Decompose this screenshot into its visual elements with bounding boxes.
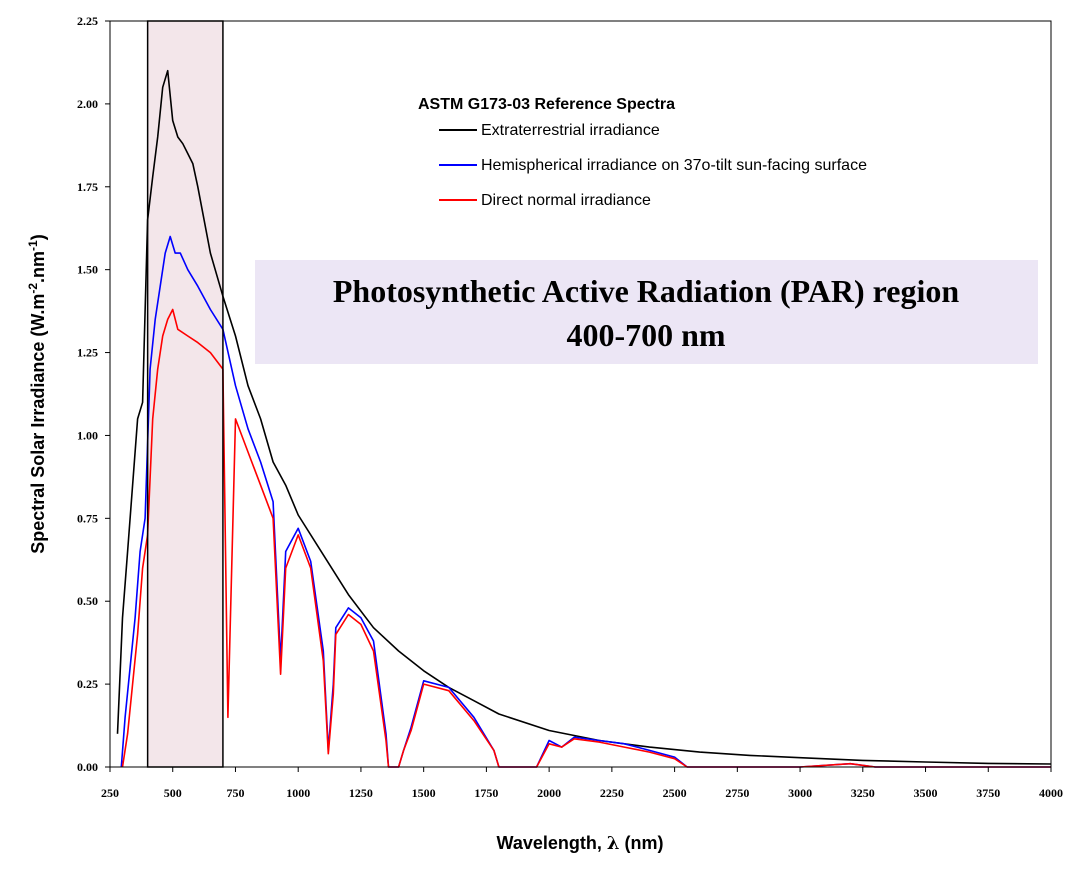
legend-title: ASTM G173-03 Reference Spectra: [418, 96, 675, 113]
series-line-2: [121, 308, 1051, 768]
y-axis-title-sup1: -2: [26, 283, 40, 294]
x-tick-label: 1000: [286, 786, 310, 800]
plot-frame: [109, 20, 1052, 768]
legend-label: Direct normal irradiance: [481, 192, 651, 209]
x-tick-label: 2500: [663, 786, 687, 800]
y-axis-title-sup2: -1: [26, 240, 40, 251]
y-tick-label: 1.25: [77, 346, 98, 360]
x-tick-label: 1500: [412, 786, 436, 800]
x-tick-label: 2000: [537, 786, 561, 800]
x-tick-label: 750: [226, 786, 244, 800]
series-layer: [116, 69, 1052, 768]
x-tick-label: 1750: [474, 786, 498, 800]
y-axis-title-main: Spectral Solar Irradiance (W.m: [28, 294, 48, 554]
legend: ASTM G173-03 Reference Spectra Extraterr…: [418, 96, 867, 209]
x-tick-label: 4000: [1039, 786, 1063, 800]
y-tick-label: 0.00: [77, 760, 98, 774]
y-tick-label: 0.50: [77, 594, 98, 608]
x-tick-label: 2750: [725, 786, 749, 800]
x-tick-label: 2250: [600, 786, 624, 800]
par-banner-line1: Photosynthetic Active Radiation (PAR) re…: [333, 273, 960, 309]
par-banner-line2: 400-700 nm: [566, 317, 725, 353]
legend-label: Hemispherical irradiance on 37o-tilt sun…: [481, 157, 867, 174]
y-tick-label: 1.50: [77, 263, 98, 277]
series-line-0: [116, 69, 1052, 765]
x-tick-label: 1250: [349, 786, 373, 800]
y-tick-label: 2.00: [77, 97, 98, 111]
x-tick-label: 3500: [914, 786, 938, 800]
x-tick-label: 3250: [851, 786, 875, 800]
x-tick-label: 250: [101, 786, 119, 800]
y-tick-label: 0.25: [77, 677, 98, 691]
legend-label: Extraterrestrial irradiance: [481, 122, 660, 139]
x-axis-title-prefix: Wavelength,: [497, 833, 607, 853]
x-tick-label: 3000: [788, 786, 812, 800]
y-axis-title-end: ): [28, 234, 48, 240]
x-tick-label: 3750: [976, 786, 1000, 800]
par-highlight-band: [147, 21, 223, 767]
x-axis-title: Wavelength, λ (nm): [497, 833, 664, 854]
y-tick-label: 1.00: [77, 428, 98, 442]
y-tick-label: 2.25: [77, 14, 98, 28]
par-banner: [255, 260, 1038, 364]
y-tick-label: 0.75: [77, 511, 98, 525]
y-tick-label: 1.75: [77, 180, 98, 194]
y-axis-title: Spectral Solar Irradiance (W.m-2.nm-1): [26, 234, 48, 553]
y-axis-title-mid: .nm: [28, 251, 48, 283]
x-axis-title-symbol: λ: [607, 833, 620, 854]
legend-items: Extraterrestrial irradiance Hemispherical…: [439, 122, 867, 209]
x-tick-label: 500: [164, 786, 182, 800]
ticks-layer: 250 500 750 1000 1250 1500 1750 2000 2250 2500 275…: [77, 14, 1063, 800]
par-band-outline: [146, 20, 224, 768]
x-axis-title-suffix: (nm): [619, 833, 663, 853]
